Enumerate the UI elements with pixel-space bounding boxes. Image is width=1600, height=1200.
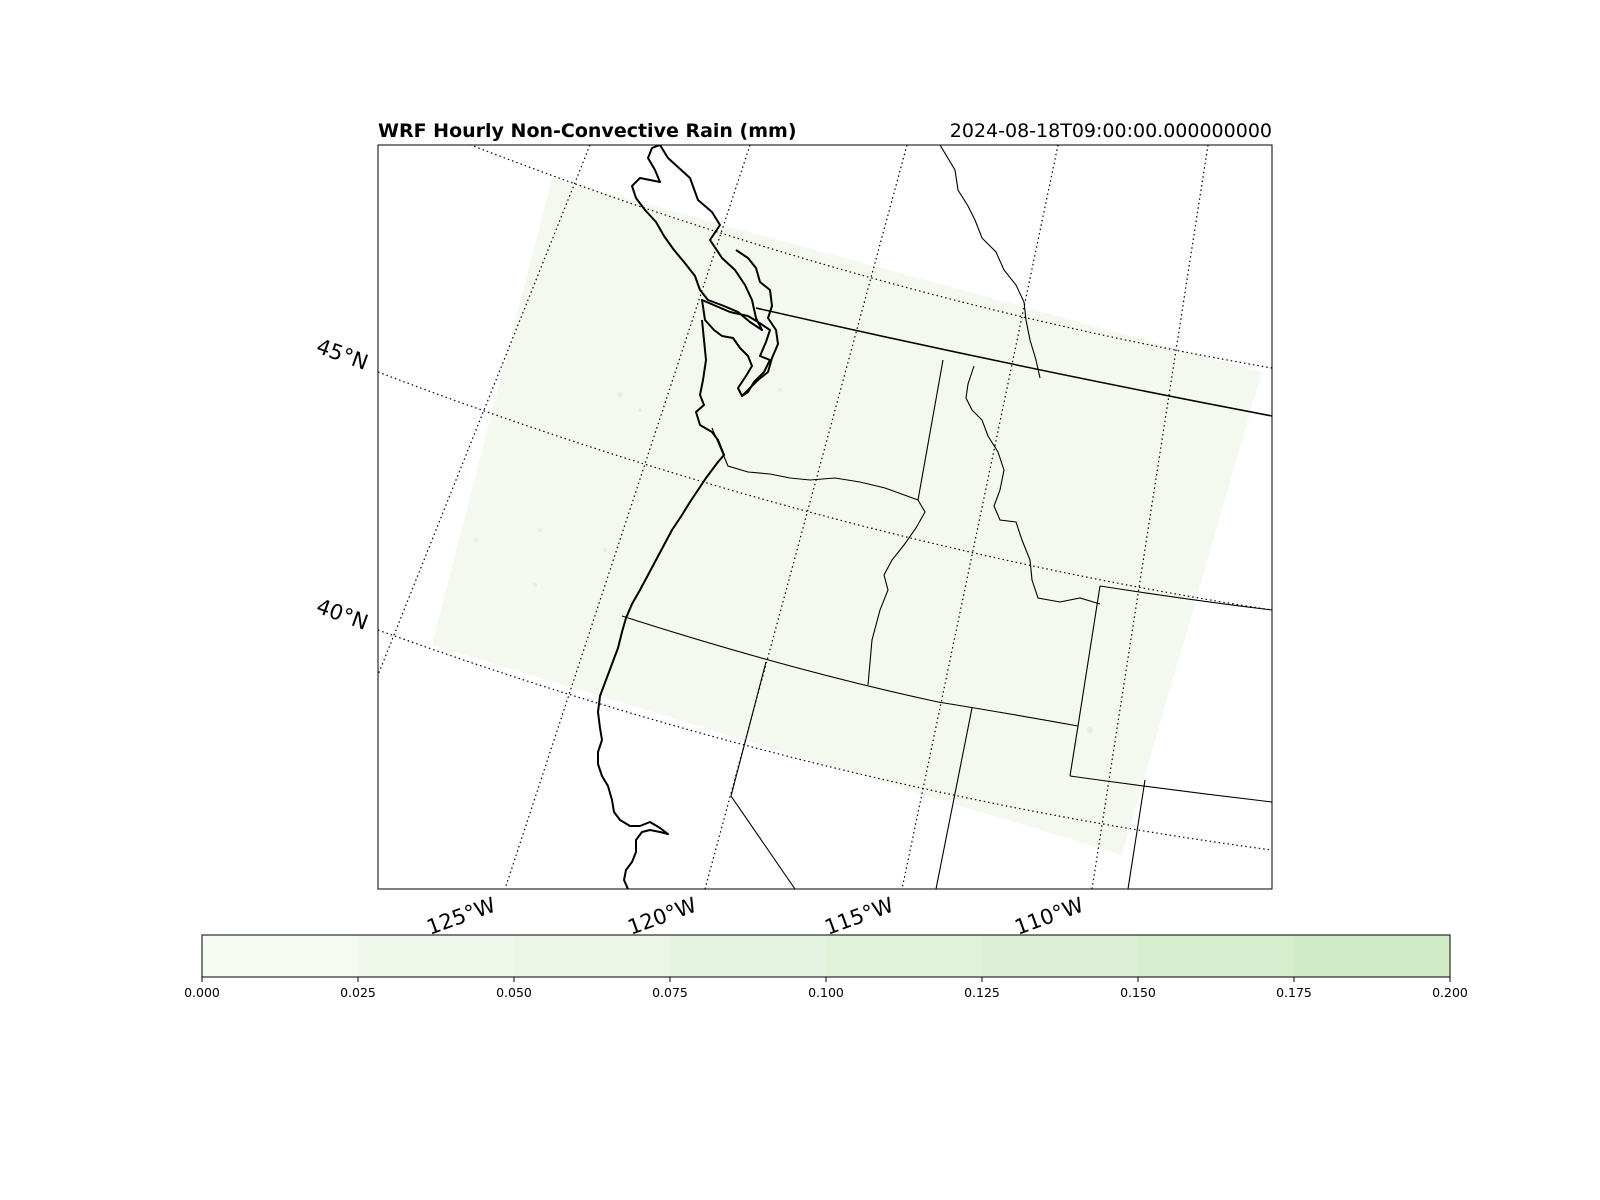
border-nv-ut: [935, 707, 973, 889]
colorbar-bin: [1294, 935, 1451, 977]
wrf-domain-field: [432, 178, 1262, 855]
lon-label-110w: 110°W: [1012, 893, 1087, 940]
lat-label-45n: 45°N: [313, 334, 371, 375]
colorbar-tick-label: 0.125: [964, 985, 1000, 1000]
colorbar-tick-label: 0.075: [652, 985, 688, 1000]
colorbar-bin: [202, 935, 359, 977]
longitude-gridlines: [378, 145, 1209, 889]
border-or-south: [621, 615, 939, 703]
border-id-mt-south: [965, 365, 1101, 605]
colorbar-tick-label: 0.025: [340, 985, 376, 1000]
map-title: WRF Hourly Non-Convective Rain (mm): [378, 120, 797, 142]
colorbar-bin: [1138, 935, 1295, 977]
border-mt-wy: [1099, 585, 1272, 611]
coastline-vancouver-island: [631, 145, 763, 331]
lon-120w-gridline: [504, 145, 751, 889]
colorbar-bin: [982, 935, 1139, 977]
us-canada-border: [755, 307, 1272, 417]
colorbar-tick-label: 0.000: [184, 985, 220, 1000]
lat-label-40n: 40°N: [313, 594, 371, 635]
colorbar-bin: [358, 935, 515, 977]
colorbar-bins: [202, 935, 1451, 977]
lon-label-120w: 120°W: [625, 893, 700, 940]
border-ut-co: [1069, 775, 1272, 803]
border-ut-wy: [1069, 725, 1079, 777]
border-id-south: [937, 701, 1079, 727]
map-content: [378, 145, 1272, 889]
colorbar-tick-label: 0.175: [1276, 985, 1312, 1000]
rain-speckles: [474, 388, 1093, 747]
lon-label-115w: 115°W: [822, 893, 897, 940]
colorbar-tick-label: 0.150: [1120, 985, 1156, 1000]
colorbar-tick-label: 0.100: [808, 985, 844, 1000]
border-wa-id: [917, 359, 944, 501]
latitude-gridlines: [378, 145, 1272, 851]
border-id-mt: [939, 145, 1041, 379]
colorbar-bin: [826, 935, 983, 977]
border-or-id: [867, 499, 926, 686]
lon-label-125w: 125°W: [424, 893, 499, 940]
lon-110w-gridline: [901, 145, 1059, 889]
lat-40n-gridline: [378, 629, 1272, 851]
border-ut-east: [1127, 779, 1146, 889]
map-frame: [377, 144, 1273, 890]
lon-125w-gridline: [378, 145, 591, 676]
colorbar: 0.000 0.025 0.050 0.075 0.100 0.125 0.150 0.175…: [184, 934, 1468, 1000]
border-ca-nv: [730, 661, 796, 889]
colorbar-bin: [670, 935, 827, 977]
colorbar-tick-label: 0.200: [1432, 985, 1468, 1000]
map-timestamp: 2024-08-18T09:00:00.000000000: [950, 120, 1272, 142]
colorbar-bin: [514, 935, 671, 977]
colorbar-ticks: 0.000 0.025 0.050 0.075 0.100 0.125 0.150 0.175…: [184, 977, 1468, 1000]
border-id-wy: [1077, 585, 1101, 727]
border-wa-or: [711, 427, 919, 501]
colorbar-tick-label: 0.050: [496, 985, 532, 1000]
coastline-puget-sound: [701, 299, 771, 397]
state-borders: [621, 145, 1272, 889]
